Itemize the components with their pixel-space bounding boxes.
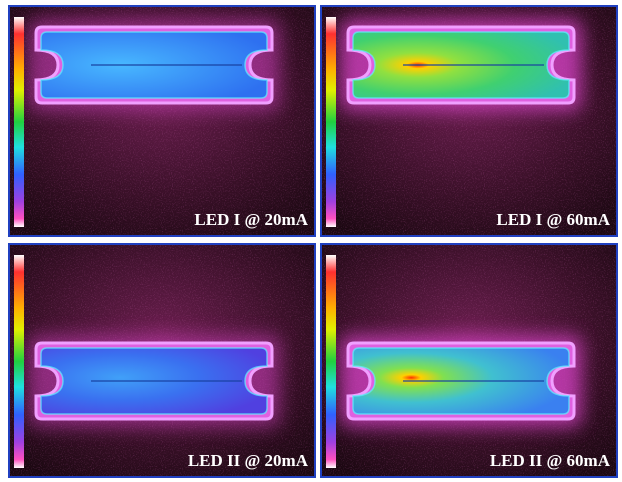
image-panel: LED I @ 60mA	[320, 5, 618, 237]
panel-label: LED I @ 20mA	[194, 210, 308, 229]
image-panel: LED I @ 20mA	[8, 5, 316, 237]
panel-label: LED II @ 20mA	[188, 451, 309, 470]
panel-label: LED II @ 60mA	[490, 451, 611, 470]
color-bar	[14, 17, 24, 227]
image-panel: LED II @ 20mA	[8, 243, 316, 478]
color-bar	[14, 255, 24, 468]
color-bar	[326, 17, 336, 227]
image-panel: LED II @ 60mA	[320, 243, 618, 478]
panel-label: LED I @ 60mA	[496, 210, 610, 229]
color-bar	[326, 255, 336, 468]
figure: LED I @ 20mA LED I @ 60mA LED II @ 20mA LED…	[0, 0, 622, 482]
